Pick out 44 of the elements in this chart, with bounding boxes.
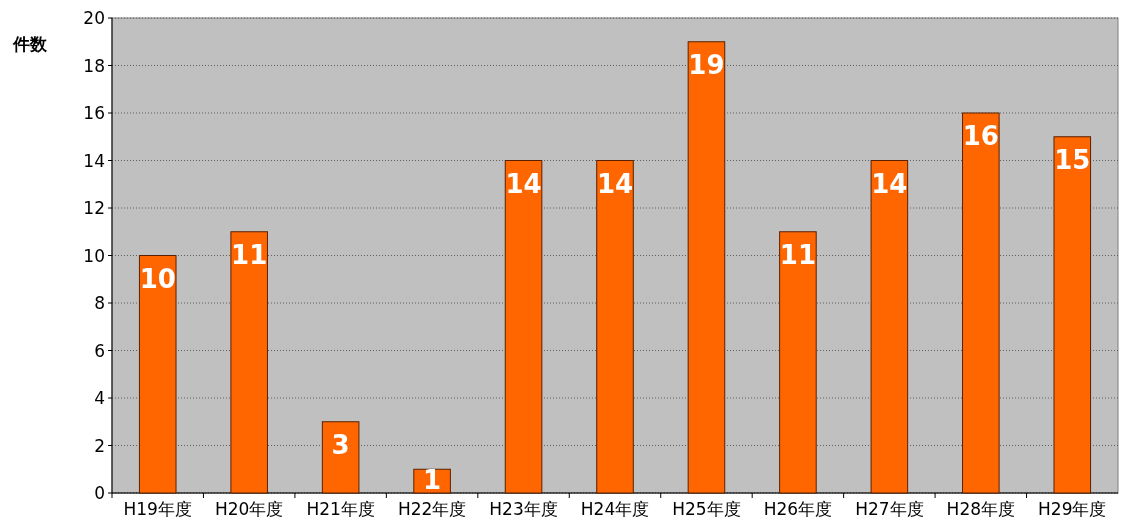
- data-label: 14: [871, 168, 908, 199]
- y-tick-label: 8: [94, 293, 105, 313]
- y-tick-label: 14: [83, 150, 105, 171]
- data-label: 19: [688, 49, 725, 80]
- data-label: 15: [1054, 144, 1091, 175]
- x-tick-label: H27年度: [855, 499, 924, 519]
- bar: [138, 255, 177, 494]
- x-tick-label: H22年度: [397, 499, 467, 519]
- x-tick-label: H21年度: [306, 499, 375, 519]
- y-tick-label: 6: [94, 340, 105, 361]
- y-axis-title: 件数: [12, 34, 48, 54]
- y-tick-label: 18: [83, 55, 105, 76]
- x-tick-label: H28年度: [946, 499, 1016, 519]
- y-tick-label: 0: [94, 483, 105, 503]
- x-tick-label: H24年度: [580, 499, 650, 519]
- x-tick-label: H26年度: [763, 499, 833, 519]
- data-label: 3: [331, 429, 350, 460]
- x-tick-label: H20年度: [214, 499, 284, 519]
- bar: [962, 112, 1000, 494]
- data-label: 14: [505, 168, 542, 199]
- bar: [779, 231, 817, 494]
- x-tick-label: H29年度: [1038, 499, 1107, 519]
- x-tick-label: H19年度: [123, 499, 192, 519]
- bar: [230, 231, 268, 494]
- bar: [504, 160, 543, 494]
- y-tick-label: 10: [83, 245, 105, 266]
- y-tick-label: 2: [94, 435, 105, 456]
- data-label: 11: [779, 239, 816, 270]
- data-label: 16: [962, 121, 999, 151]
- data-label: 14: [596, 168, 634, 199]
- x-tick-label: H23年度: [489, 499, 558, 519]
- bar: [596, 160, 634, 494]
- y-tick-label: 4: [94, 388, 105, 408]
- bar: [321, 421, 360, 494]
- data-label: 11: [231, 239, 268, 270]
- data-label: 1: [423, 465, 442, 495]
- bar: [687, 41, 726, 494]
- bar: [1053, 136, 1092, 494]
- y-tick-label: 20: [83, 8, 105, 28]
- data-label: 10: [139, 263, 176, 294]
- x-tick-label: H25年度: [672, 499, 741, 519]
- bar: [870, 160, 909, 494]
- y-tick-label: 12: [83, 198, 105, 218]
- y-tick-label: 16: [83, 103, 105, 123]
